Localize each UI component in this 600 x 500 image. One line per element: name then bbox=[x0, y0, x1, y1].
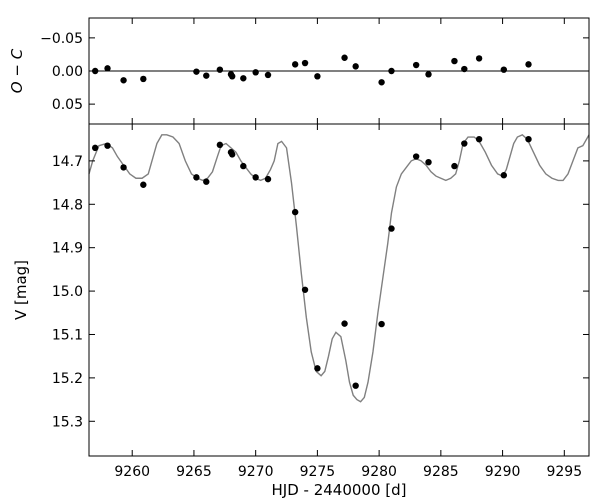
observation-point bbox=[461, 140, 468, 147]
observation-point bbox=[120, 164, 127, 171]
light-curve-x-ticks: 9260 9265 9270 9275 9280 9285 9290 9295 bbox=[114, 124, 582, 480]
light-curve-y-tick-label: 15.3 bbox=[52, 414, 83, 430]
residual-point bbox=[203, 72, 210, 79]
residual-point bbox=[229, 73, 236, 80]
residual-point bbox=[475, 55, 483, 62]
light-curve-plot-frame bbox=[88, 123, 590, 457]
light-curve-x-tick-label: 9290 bbox=[485, 464, 521, 480]
residual-point bbox=[301, 59, 309, 67]
observation-point bbox=[216, 141, 224, 149]
residuals-y-ticks: −0.05 0.00 0.05 bbox=[40, 18, 589, 124]
residual-point bbox=[264, 71, 272, 79]
observation-point bbox=[140, 181, 147, 188]
light-curve-y-axis-label: V [mag] bbox=[12, 260, 30, 320]
residual-point bbox=[216, 66, 224, 73]
observation-point bbox=[264, 175, 272, 183]
light-curve-y-tick-label: 15.2 bbox=[52, 371, 83, 387]
light-curve-x-tick-label: 9295 bbox=[546, 464, 582, 480]
residual-point bbox=[461, 65, 468, 73]
residual-points bbox=[89, 54, 589, 86]
observation-point bbox=[352, 382, 359, 389]
observation-point bbox=[525, 135, 532, 143]
observation-point bbox=[388, 225, 395, 232]
residuals-y-axis-label: O − C bbox=[8, 48, 26, 93]
residual-point bbox=[240, 75, 247, 82]
observation-point bbox=[203, 178, 210, 185]
model-curve bbox=[88, 134, 590, 403]
observation-point bbox=[378, 320, 385, 328]
light-curve-x-tick-label: 9265 bbox=[176, 464, 212, 480]
residual-point bbox=[352, 63, 359, 70]
residual-point bbox=[252, 69, 259, 76]
residual-point bbox=[314, 73, 321, 80]
observation-point bbox=[91, 144, 99, 152]
residuals-y-tick-label: −0.05 bbox=[40, 31, 83, 47]
residual-point bbox=[525, 61, 532, 68]
observation-point bbox=[252, 174, 259, 181]
residual-point bbox=[104, 65, 111, 72]
observation-point bbox=[475, 135, 483, 143]
residual-point bbox=[500, 66, 508, 73]
observation-points bbox=[91, 135, 532, 389]
light-curve-y-tick-label: 15.0 bbox=[52, 284, 83, 300]
residual-point bbox=[120, 77, 127, 84]
residual-point bbox=[388, 67, 395, 75]
observation-point bbox=[229, 151, 236, 158]
light-curve-x-tick-label: 9285 bbox=[423, 464, 459, 480]
light-curve-x-tick-label: 9260 bbox=[114, 464, 150, 480]
light-curve-x-axis-label: HJD - 2440000 [d] bbox=[272, 481, 407, 499]
light-curve-y-tick-label: 15.1 bbox=[52, 327, 83, 343]
light-curve-panel: 14.7 14.8 14.9 15.0 15.1 15.2 15.3 9260 9265 927… bbox=[12, 123, 590, 499]
residual-point bbox=[451, 57, 458, 65]
residual-point bbox=[341, 54, 348, 61]
light-curve-y-tick-label: 14.9 bbox=[52, 241, 83, 257]
observation-point bbox=[341, 320, 348, 327]
light-curve-y-ticks: 14.7 14.8 14.9 15.0 15.1 15.2 15.3 bbox=[52, 154, 589, 430]
light-curve-y-tick-label: 14.7 bbox=[52, 154, 83, 170]
light-curve-x-tick-label: 9280 bbox=[361, 464, 397, 480]
observation-point bbox=[425, 158, 432, 166]
residuals-panel: −0.05 0.00 0.05 O − C bbox=[8, 17, 590, 125]
observation-point bbox=[500, 172, 508, 179]
light-curve-x-tick-label: 9275 bbox=[300, 464, 336, 480]
observation-point bbox=[412, 153, 420, 160]
light-curve-x-tick-label: 9270 bbox=[238, 464, 274, 480]
residual-point bbox=[140, 75, 147, 83]
observation-point bbox=[291, 208, 299, 216]
residual-point bbox=[425, 71, 432, 78]
observation-point bbox=[314, 365, 321, 372]
observation-point bbox=[193, 174, 200, 181]
residual-point bbox=[193, 68, 200, 75]
observation-point bbox=[451, 162, 458, 170]
residuals-y-tick-label: 0.05 bbox=[52, 97, 83, 113]
observation-point bbox=[301, 286, 309, 293]
residuals-y-tick-label: 0.00 bbox=[52, 64, 83, 80]
light-curve-y-tick-label: 14.8 bbox=[52, 197, 83, 213]
residual-point bbox=[291, 61, 299, 68]
observation-point bbox=[104, 142, 111, 149]
residual-point bbox=[378, 79, 385, 86]
observation-point bbox=[240, 162, 247, 170]
residual-point bbox=[412, 61, 420, 69]
residual-point bbox=[91, 67, 99, 75]
